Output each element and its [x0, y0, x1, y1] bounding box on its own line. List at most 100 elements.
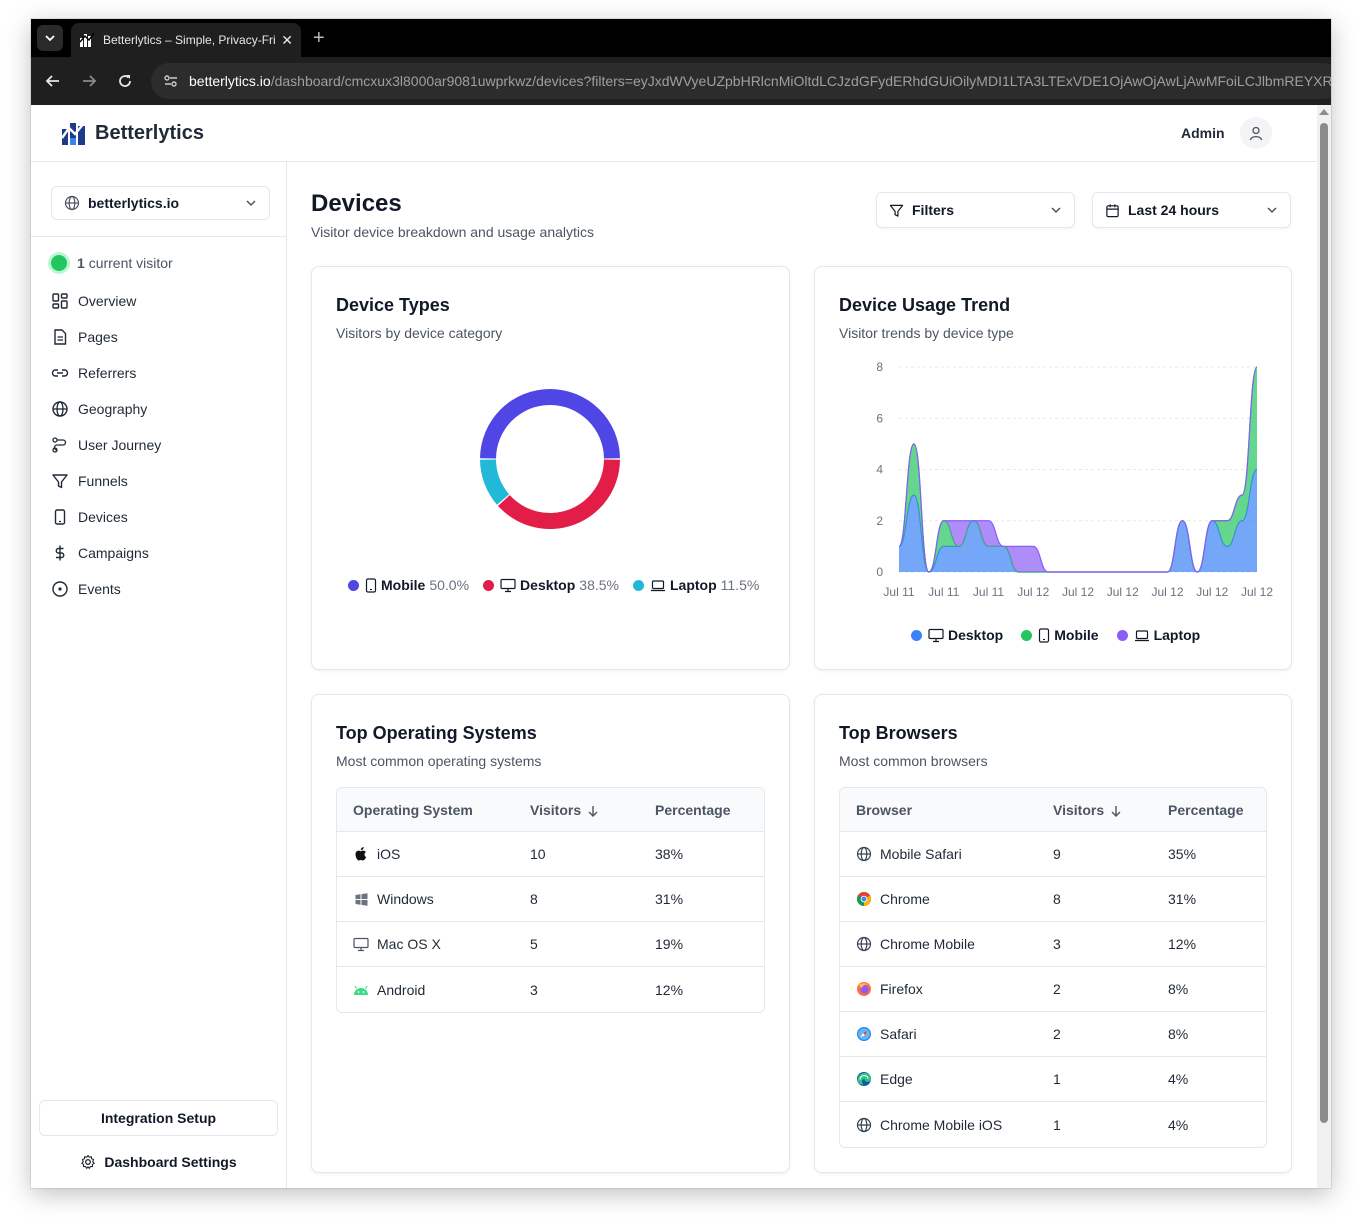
- site-selector[interactable]: betterlytics.io: [51, 186, 270, 220]
- x-tick-label: Jul 12: [1017, 585, 1049, 599]
- funnel-icon: [52, 474, 68, 489]
- sidebar: betterlytics.io 1 current visitor Overvi…: [31, 162, 287, 1188]
- device-types-subtitle: Visitors by device category: [336, 325, 503, 341]
- filters-button[interactable]: Filters: [876, 192, 1075, 228]
- top-os-title: Top Operating Systems: [336, 723, 537, 743]
- forward-button[interactable]: [77, 69, 101, 93]
- percentage-cell: 31%: [1152, 877, 1266, 922]
- logo[interactable]: Betterlytics: [61, 120, 204, 146]
- back-button[interactable]: [41, 69, 65, 93]
- table-row[interactable]: Mac OS X 5 19%: [337, 922, 764, 967]
- table-row[interactable]: Chrome 8 31%: [840, 877, 1266, 922]
- sidebar-item-campaigns[interactable]: Campaigns: [51, 535, 161, 571]
- sidebar-item-pages[interactable]: Pages: [51, 319, 161, 355]
- sidebar-item-overview[interactable]: Overview: [51, 283, 161, 319]
- sidebar-item-devices[interactable]: Devices: [51, 499, 161, 535]
- column-header[interactable]: Percentage: [1152, 788, 1266, 832]
- visitors-cell: 3: [530, 981, 538, 998]
- tab-title: Betterlytics – Simple, Privacy-Fri: [103, 33, 276, 47]
- y-tick-label: 2: [876, 514, 883, 528]
- brand-name: Betterlytics: [95, 121, 204, 144]
- y-tick-label: 0: [876, 565, 883, 579]
- legend-item-mobile[interactable]: Mobile 50.0%: [348, 577, 469, 593]
- column-header-visitors[interactable]: Visitors: [1037, 788, 1152, 832]
- device-types-card: Device Types Visitors by device category…: [311, 266, 790, 670]
- legend-label: Laptop: [669, 577, 717, 593]
- gear-icon: [81, 1154, 96, 1169]
- legend-item-laptop[interactable]: Laptop 11.5%: [632, 577, 759, 593]
- os-name: Windows: [377, 891, 434, 907]
- url-field[interactable]: betterlytics.io/dashboard/cmcxux3l8000ar…: [151, 63, 1331, 99]
- column-header-label: Visitors: [1053, 801, 1105, 818]
- globe-icon: [856, 936, 872, 952]
- percentage-cell: 19%: [639, 922, 764, 967]
- events-icon: [52, 581, 68, 597]
- browser-name: Mobile Safari: [880, 846, 962, 862]
- scrollbar-thumb[interactable]: [1320, 123, 1328, 1123]
- column-header[interactable]: Operating System: [337, 788, 514, 832]
- integration-setup-button[interactable]: Integration Setup: [39, 1100, 278, 1136]
- table-row[interactable]: Chrome Mobile 3 12%: [840, 922, 1266, 967]
- table-row[interactable]: Chrome Mobile iOS 1 4%: [840, 1102, 1266, 1147]
- browser-tab[interactable]: Betterlytics – Simple, Privacy-Fri ✕: [71, 23, 301, 57]
- android-icon: [353, 982, 369, 998]
- os-name: iOS: [377, 846, 401, 862]
- column-header[interactable]: Browser: [840, 788, 1037, 832]
- dashboard-settings-button[interactable]: Dashboard Settings: [39, 1144, 278, 1180]
- site-settings-icon[interactable]: [163, 73, 179, 89]
- legend-item-mobile[interactable]: Mobile: [1021, 627, 1102, 643]
- globe-icon: [856, 846, 872, 862]
- area-series-mobile[interactable]: [899, 367, 1257, 572]
- legend-swatch: [1021, 629, 1033, 641]
- page-scrollbar[interactable]: [1317, 105, 1331, 1188]
- usage-trend-title: Device Usage Trend: [839, 295, 1011, 315]
- table-row[interactable]: Edge 1 4%: [840, 1057, 1266, 1102]
- legend-item-laptop[interactable]: Laptop: [1116, 627, 1205, 643]
- x-tick-label: Jul 12: [1151, 585, 1183, 599]
- table-row[interactable]: Mobile Safari 9 35%: [840, 832, 1266, 877]
- pie-slice-desktop[interactable]: [497, 459, 620, 529]
- new-tab-button[interactable]: +: [313, 27, 325, 49]
- devices-icon: [54, 509, 66, 525]
- table-row[interactable]: iOS 10 38%: [337, 832, 764, 877]
- percentage-cell: 31%: [639, 877, 764, 922]
- visitors-cell: 2: [1037, 1012, 1152, 1057]
- table-row[interactable]: Firefox 2 8%: [840, 967, 1266, 1012]
- user-name[interactable]: Admin: [1181, 125, 1225, 141]
- referrers-icon: [51, 369, 69, 377]
- legend-label: Mobile: [1054, 627, 1099, 643]
- table-header-row: Operating System Visitors Percentage: [337, 788, 764, 832]
- legend-swatch: [1116, 629, 1128, 641]
- page-title: Devices: [311, 190, 402, 217]
- tab-search-button[interactable]: [37, 25, 63, 51]
- tab-close-icon[interactable]: ✕: [281, 31, 293, 48]
- legend-item-desktop[interactable]: Desktop 38.5%: [483, 577, 619, 593]
- dollar-icon: [55, 545, 65, 561]
- pie-slice-laptop[interactable]: [480, 459, 510, 505]
- visitors-cell: 5: [514, 922, 639, 967]
- firefox-icon: [856, 981, 872, 997]
- table-row[interactable]: Android 3 12%: [337, 967, 764, 1012]
- pie-slice-mobile[interactable]: [480, 388, 620, 459]
- device-types-legend: Mobile 50.0% Desktop 38.5% Laptop 11.5%: [348, 577, 773, 593]
- reload-button[interactable]: [113, 69, 137, 93]
- table-row[interactable]: Windows 8 31%: [337, 877, 764, 922]
- live-visitor-count: 1: [77, 255, 85, 271]
- smartphone-icon: [1039, 627, 1050, 643]
- chevron-down-icon: [45, 35, 55, 42]
- scroll-up-arrow[interactable]: [1319, 109, 1329, 115]
- sidebar-item-funnels[interactable]: Funnels: [51, 463, 161, 499]
- date-range-select[interactable]: Last 24 hours: [1092, 192, 1291, 228]
- column-header[interactable]: Percentage: [639, 788, 764, 832]
- column-header-visitors[interactable]: Visitors: [514, 788, 639, 832]
- table-row[interactable]: Safari 2 8%: [840, 1012, 1266, 1057]
- sidebar-item-events[interactable]: Events: [51, 571, 161, 607]
- legend-item-desktop[interactable]: Desktop: [911, 627, 1007, 643]
- chrome-icon: [856, 891, 872, 907]
- funnel-icon: [889, 204, 904, 217]
- sidebar-item-referrers[interactable]: Referrers: [51, 355, 161, 391]
- column-header-label: Visitors: [530, 801, 582, 818]
- avatar[interactable]: [1240, 117, 1272, 149]
- sidebar-item-user-journey[interactable]: User Journey: [51, 427, 161, 463]
- sidebar-item-geography[interactable]: Geography: [51, 391, 161, 427]
